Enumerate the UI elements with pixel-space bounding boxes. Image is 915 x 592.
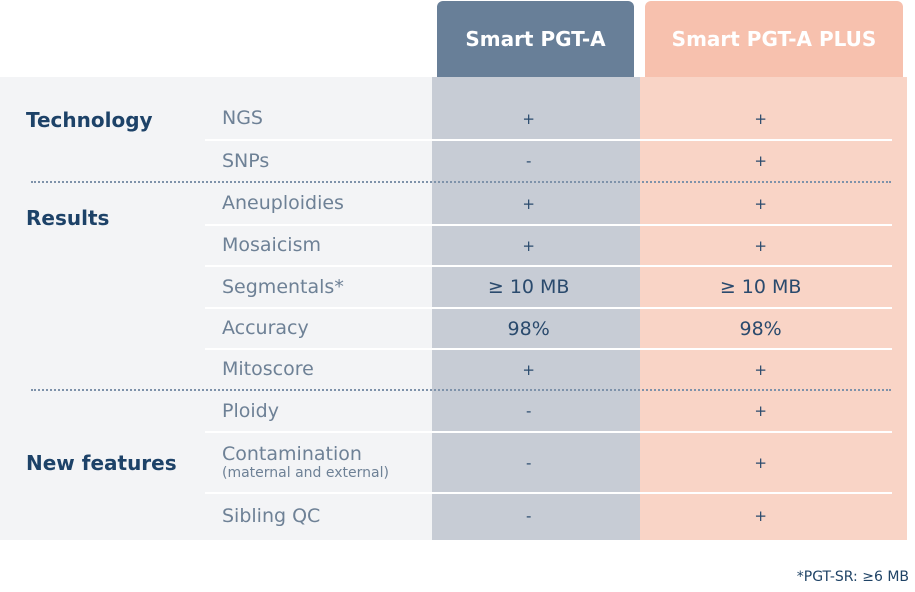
row-label-main: Contamination [222, 442, 362, 465]
table-row-segmentals: Segmentals* ≥ 10 MB ≥ 10 MB [222, 267, 891, 307]
table-row-sibling-qc: Sibling QC - + [222, 494, 891, 538]
cell-smart-pgt-a: + [522, 360, 535, 379]
row-label: Ploidy [222, 399, 279, 422]
cell-smart-pgt-a: - [525, 453, 532, 472]
row-label: SNPs [222, 149, 270, 172]
row-label: NGS [222, 107, 263, 130]
cell-smart-pgt-a-plus: + [754, 152, 767, 170]
section-technology: Technology [26, 108, 153, 132]
column-header-smart-pgt-a-plus: Smart PGT-A PLUS [645, 1, 903, 77]
row-separator [205, 265, 892, 267]
cell-smart-pgt-a-plus: + [754, 453, 767, 472]
table-row-contamination: Contamination (maternal and external) - … [222, 433, 891, 492]
row-separator [205, 348, 892, 350]
table-row-mitoscore: Mitoscore + + [222, 350, 891, 389]
row-label: Segmentals* [222, 275, 344, 298]
cell-smart-pgt-a-plus: + [754, 194, 767, 213]
row-separator [205, 307, 892, 309]
table-row-ngs: NGS + + [222, 98, 891, 139]
column-header-smart-pgt-a: Smart PGT-A [437, 1, 634, 77]
row-separator [205, 224, 892, 226]
cell-smart-pgt-a: - [525, 402, 532, 420]
section-divider [31, 181, 891, 183]
cell-smart-pgt-a: + [522, 109, 535, 128]
row-label: Mosaicism [222, 234, 321, 257]
table-row-mosaicism: Mosaicism + + [222, 226, 891, 265]
cell-smart-pgt-a-plus: + [754, 507, 767, 525]
cell-smart-pgt-a: - [525, 507, 532, 525]
cell-smart-pgt-a: 98% [507, 317, 550, 340]
section-results: Results [26, 206, 110, 230]
cell-smart-pgt-a-plus: ≥ 10 MB [719, 276, 802, 298]
section-new-features: New features [26, 451, 177, 475]
row-label: Mitoscore [222, 358, 314, 381]
table-row-ploidy: Ploidy - + [222, 391, 891, 431]
row-label: Aneuploidies [222, 192, 344, 215]
row-label: Contamination (maternal and external) [222, 442, 427, 481]
cell-smart-pgt-a-plus: + [754, 402, 767, 420]
row-separator [205, 431, 892, 433]
cell-smart-pgt-a-plus: + [754, 109, 767, 128]
row-label-subtitle: (maternal and external) [222, 464, 389, 481]
cell-smart-pgt-a: ≥ 10 MB [487, 276, 570, 298]
cell-smart-pgt-a-plus: + [754, 236, 767, 255]
footnote: *PGT-SR: ≥6 MB [796, 569, 909, 585]
table-row-accuracy: Accuracy 98% 98% [222, 309, 891, 348]
row-label: Accuracy [222, 317, 309, 340]
cell-smart-pgt-a: - [525, 152, 532, 170]
cell-smart-pgt-a: + [522, 236, 535, 255]
row-separator [205, 139, 892, 141]
cell-smart-pgt-a: + [522, 194, 535, 213]
row-label: Sibling QC [222, 504, 321, 527]
section-divider [31, 389, 891, 391]
cell-smart-pgt-a-plus: 98% [739, 317, 782, 340]
table-row-snps: SNPs - + [222, 141, 891, 181]
cell-smart-pgt-a-plus: + [754, 360, 767, 379]
table-row-aneuploidies: Aneuploidies + + [222, 183, 891, 224]
row-separator [205, 492, 892, 494]
